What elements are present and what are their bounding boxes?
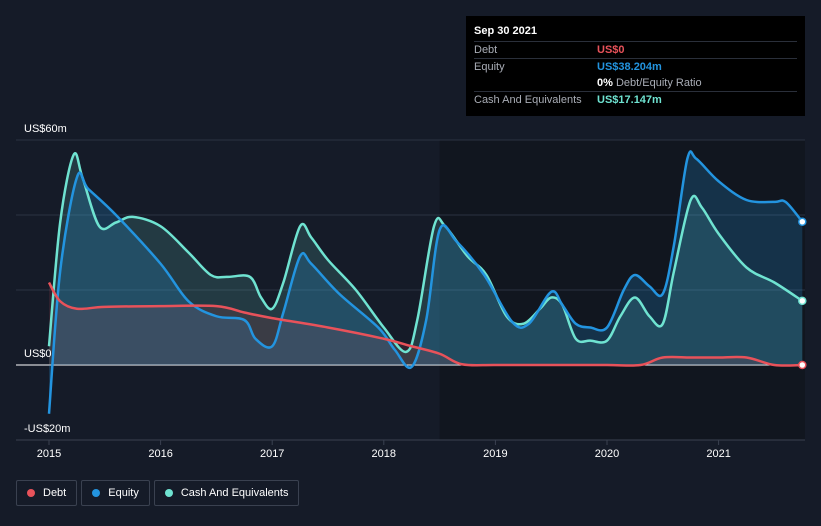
tooltip-value: 0% [597,77,613,89]
series-areas [49,151,803,414]
series-endpoint-equity [798,217,807,226]
x-tick-label: 2019 [483,448,507,460]
tooltip-row-ratio: 0% Debt/Equity Ratio [474,75,797,91]
x-tick-label: 2017 [260,448,284,460]
series-lines [47,150,804,414]
tooltip-label: Equity [474,61,505,73]
series-endpoint-debt [798,360,807,370]
x-tick-label: 2018 [372,448,396,460]
legend-item-equity[interactable]: Equity [81,480,150,506]
tooltip-date: Sep 30 2021 [474,25,537,37]
legend-label: Cash And Equivalents [180,487,289,499]
x-tick-label: 2020 [595,448,619,460]
legend-item-cash[interactable]: Cash And Equivalents [153,480,300,506]
tooltip-row-equity: Equity US$38.204m [474,58,797,75]
tooltip-ratio-label: Debt/Equity Ratio [615,77,702,89]
tooltip-row-debt: Debt US$0 [474,41,797,58]
legend-dot-icon [92,489,101,497]
tooltip-ratio: 0% Debt/Equity Ratio [597,75,702,91]
y-tick-label: -US$20m [24,423,70,435]
series-line-cash-and-equivalents [47,152,803,354]
tooltip-value: US$17.147m [597,94,662,106]
data-tooltip: Sep 30 2021 Debt US$0 Equity US$38.204m … [466,16,805,116]
tooltip-label [474,75,597,91]
y-tick-label: US$0 [24,348,52,360]
y-tick-label: US$60m [24,123,67,135]
series-endpoints [798,217,807,370]
x-tick-label: 2016 [148,448,172,460]
chart-legend: Debt Equity Cash And Equivalents [16,480,303,506]
tooltip-value: US$38.204m [597,61,662,73]
series-endpoint-cash-and-equivalents [798,296,807,306]
tooltip-label: Debt [474,44,498,56]
y-axis-labels: US$60m US$0 -US$20m [24,123,70,435]
tooltip-row-cash: Cash And Equivalents US$17.147m [474,91,797,108]
legend-dot-icon [164,489,173,497]
x-tick-label: 2015 [37,448,61,460]
series-area-equity [49,151,803,414]
x-axis-ticks: 2015 2016 2017 2018 2019 2020 2021 [37,440,731,460]
series-area-cash-and-equivalents [49,153,803,365]
legend-dot-icon [27,489,35,497]
series-area-debt [49,282,803,366]
legend-label: Debt [43,487,67,499]
series-line-equity [47,150,804,414]
grid-lines [16,139,805,366]
legend-label: Equity [108,487,139,499]
tooltip-value: US$0 [597,44,625,56]
legend-item-debt[interactable]: Debt [16,480,78,506]
series-line-debt [47,281,803,367]
x-tick-label: 2021 [706,448,730,460]
tooltip-label: Cash And Equivalents [474,94,582,106]
